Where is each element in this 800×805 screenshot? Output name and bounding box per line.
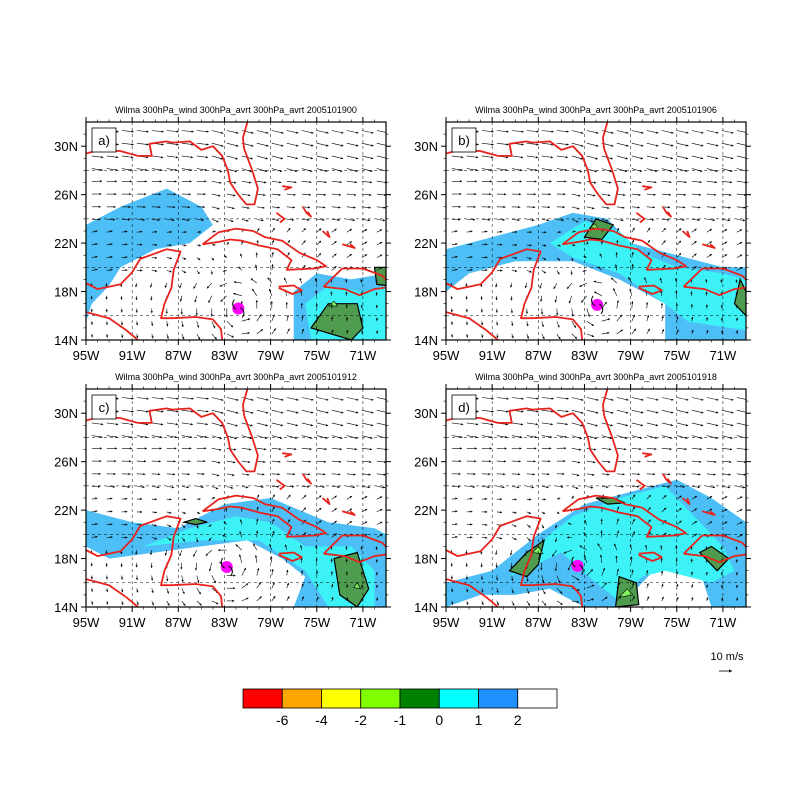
panel-tag-label: b): [458, 133, 470, 148]
colorbar-label: -4: [315, 712, 328, 728]
lon-tick-label: 71W: [350, 348, 377, 363]
lat-tick-label: 14N: [54, 333, 78, 348]
panel-title: Wilma 300hPa_wind 300hPa_avrt 300hPa_avr…: [115, 372, 357, 382]
colorbar-label: 1: [475, 712, 483, 728]
lon-tick-label: 95W: [433, 348, 460, 363]
map-area: [446, 389, 752, 607]
lon-tick-label: 87W: [525, 615, 552, 630]
lon-tick-label: 91W: [119, 615, 146, 630]
panels-layer: Wilma 300hPa_wind 300hPa_avrt 300hPa_avr…: [54, 105, 752, 630]
reference-vector-arrowhead: [729, 669, 732, 672]
lat-tick-label: 18N: [54, 552, 78, 567]
lat-tick-label: 30N: [54, 406, 78, 421]
lon-tick-label: 71W: [350, 615, 377, 630]
panel-tag-label: a): [98, 133, 110, 148]
colorbar-label: 0: [435, 712, 443, 728]
lon-tick-label: 79W: [257, 348, 284, 363]
lat-tick-label: 22N: [54, 503, 78, 518]
lon-tick-label: 91W: [119, 348, 146, 363]
map-panel-d: Wilma 300hPa_wind 300hPa_avrt 300hPa_avr…: [414, 372, 752, 630]
lat-tick-label: 22N: [54, 236, 78, 251]
lon-tick-label: 95W: [433, 615, 460, 630]
map-panel-c: Wilma 300hPa_wind 300hPa_avrt 300hPa_avr…: [54, 372, 392, 630]
panel-title: Wilma 300hPa_wind 300hPa_avrt 300hPa_avr…: [115, 105, 357, 115]
lon-tick-label: 75W: [303, 348, 330, 363]
reference-vector-label: 10 m/s: [710, 651, 744, 663]
lat-tick-label: 26N: [54, 455, 78, 470]
lat-tick-label: 18N: [414, 552, 438, 567]
lon-tick-label: 87W: [165, 348, 192, 363]
lat-tick-label: 22N: [414, 236, 438, 251]
colorbar-swatch: [282, 689, 321, 708]
storm-center-marker: [232, 303, 244, 315]
storm-center-marker: [221, 561, 233, 573]
panel-title: Wilma 300hPa_wind 300hPa_avrt 300hPa_avr…: [475, 372, 717, 382]
colorbar-swatch: [479, 689, 518, 708]
lon-tick-label: 95W: [73, 348, 100, 363]
panel-title: Wilma 300hPa_wind 300hPa_avrt 300hPa_avr…: [475, 105, 717, 115]
lon-tick-label: 91W: [479, 348, 506, 363]
lon-tick-label: 95W: [73, 615, 100, 630]
colorbar-swatch: [322, 689, 361, 708]
lat-tick-label: 30N: [414, 406, 438, 421]
colorbar-swatch: [518, 689, 557, 708]
map-panel-b: Wilma 300hPa_wind 300hPa_avrt 300hPa_avr…: [414, 105, 752, 363]
lat-tick-label: 26N: [414, 188, 438, 203]
colorbar-swatch: [361, 689, 400, 708]
lat-tick-label: 14N: [414, 333, 438, 348]
map-area: [86, 389, 392, 607]
lat-tick-label: 22N: [414, 503, 438, 518]
panel-tag: d): [452, 395, 476, 419]
colorbar-swatch: [439, 689, 478, 708]
panel-tag-label: c): [99, 400, 110, 415]
lon-tick-label: 75W: [663, 615, 690, 630]
lat-tick-label: 14N: [414, 600, 438, 615]
lon-tick-label: 79W: [257, 615, 284, 630]
lat-tick-label: 14N: [54, 600, 78, 615]
lon-tick-label: 71W: [710, 615, 737, 630]
lat-tick-label: 26N: [54, 188, 78, 203]
lon-tick-label: 71W: [710, 348, 737, 363]
colorbar: -6 -4 -2 -1 0 1 2: [243, 689, 557, 728]
colorbar-label: -1: [394, 712, 407, 728]
map-area: [446, 122, 752, 340]
lat-tick-label: 30N: [414, 139, 438, 154]
lon-tick-label: 79W: [617, 615, 644, 630]
lat-tick-label: 30N: [54, 139, 78, 154]
lon-tick-label: 79W: [617, 348, 644, 363]
lat-tick-label: 18N: [54, 285, 78, 300]
map-area: [86, 122, 392, 340]
panel-tag: a): [92, 128, 116, 152]
panel-tag: c): [92, 395, 116, 419]
lon-tick-label: 75W: [663, 348, 690, 363]
storm-center-marker: [572, 560, 584, 572]
lat-tick-label: 18N: [414, 285, 438, 300]
panel-tag: b): [452, 128, 476, 152]
lon-tick-label: 83W: [571, 348, 598, 363]
lon-tick-label: 83W: [571, 615, 598, 630]
storm-center-marker: [591, 299, 603, 311]
colorbar-label: -6: [276, 712, 289, 728]
lon-tick-label: 75W: [303, 615, 330, 630]
reference-vector: 10 m/s: [710, 651, 744, 673]
lon-tick-label: 87W: [165, 615, 192, 630]
lon-tick-label: 91W: [479, 615, 506, 630]
colorbar-swatch: [400, 689, 439, 708]
colorbar-label: -2: [355, 712, 368, 728]
panel-tag-label: d): [458, 400, 470, 415]
colorbar-swatch: [243, 689, 282, 708]
map-panel-a: Wilma 300hPa_wind 300hPa_avrt 300hPa_avr…: [54, 105, 392, 363]
lon-tick-label: 83W: [211, 615, 238, 630]
colorbar-label: 2: [514, 712, 522, 728]
lon-tick-label: 83W: [211, 348, 238, 363]
lon-tick-label: 87W: [525, 348, 552, 363]
vorticity-shading: [375, 267, 387, 285]
lat-tick-label: 26N: [414, 455, 438, 470]
